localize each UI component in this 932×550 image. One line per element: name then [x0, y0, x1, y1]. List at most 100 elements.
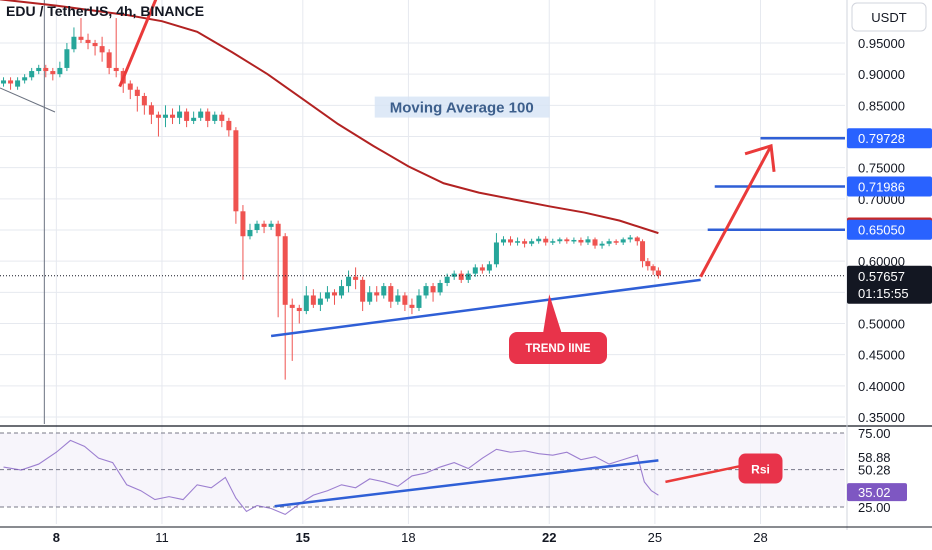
candle-body: [282, 236, 288, 305]
candle-body: [85, 39, 91, 43]
price-pane: Moving Average 100 TREND lINE: [0, 0, 845, 380]
last-price-tag: [847, 265, 932, 304]
projection-arrow-shaft: [699, 145, 773, 278]
candle-body: [324, 292, 330, 299]
candle-body: [409, 304, 415, 308]
candle-body: [50, 71, 56, 75]
candle-body: [550, 241, 556, 243]
time-axis: 8 11 15 18 22 25 28: [53, 530, 768, 545]
candle-body: [395, 295, 401, 302]
candle-body: [444, 276, 450, 283]
support-trend-line: [270, 278, 701, 338]
last-price-label: 0.57657: [858, 269, 905, 284]
candle-body: [43, 67, 49, 72]
candle-body: [268, 223, 274, 227]
chart-grid: [0, 0, 932, 530]
candle-body: [303, 295, 309, 312]
candle-body: [106, 52, 112, 68]
candle-body: [191, 117, 197, 121]
candle-body: [571, 239, 577, 242]
candle-body: [198, 111, 204, 118]
candle-body: [451, 273, 457, 277]
price-tick-label: 0.50000: [858, 317, 905, 332]
candle-body: [529, 241, 535, 244]
candle-body: [29, 71, 35, 78]
candle-body: [522, 241, 528, 244]
candle-body: [57, 67, 63, 75]
candle-body: [402, 295, 408, 305]
rsi-callout-box: [738, 453, 783, 484]
candle-body: [346, 276, 352, 287]
price-tag-label: 0.79728: [858, 131, 905, 146]
candle-body: [416, 295, 422, 308]
candle-body: [645, 261, 651, 267]
candle-body: [170, 114, 176, 118]
candle-body: [226, 120, 232, 131]
candle-body: [22, 77, 28, 81]
candle-body: [212, 114, 218, 121]
currency-button[interactable]: USDT: [851, 2, 927, 32]
candle-body: [381, 286, 387, 296]
price-axis: 0.350000.400000.450000.500000.600000.700…: [847, 36, 932, 515]
candle-body: [493, 242, 499, 265]
time-tick-label: 11: [155, 530, 169, 545]
candle-body: [99, 46, 105, 53]
candle-body: [655, 270, 661, 276]
price-tick-label: 0.60000: [858, 254, 905, 269]
old-trend-line: [0, 87, 56, 113]
candle-body: [557, 239, 563, 242]
price-tick-label: 0.35000: [858, 410, 905, 425]
candle-body: [71, 36, 77, 50]
candle-body: [578, 239, 584, 243]
candle-body: [8, 80, 14, 84]
candle-body: [296, 307, 302, 312]
candle-body: [458, 273, 464, 280]
candle-body: [127, 83, 133, 90]
time-tick-label: 25: [648, 530, 662, 545]
rsi-tick-label: 25.00: [858, 500, 891, 515]
candle-body: [367, 292, 373, 302]
candle-body: [78, 36, 84, 40]
candle-body: [162, 114, 168, 118]
countdown-label: 01:15:55: [858, 286, 909, 301]
candle-body: [486, 264, 492, 271]
price-tick-label: 0.45000: [858, 348, 905, 363]
candle-body: [261, 223, 267, 227]
candle-body: [465, 273, 471, 280]
trend-callout-pointer: [543, 294, 562, 332]
early-arrow: [118, 0, 158, 88]
candle-body: [134, 89, 140, 96]
candle-body: [437, 282, 443, 293]
candle-body: [148, 105, 154, 115]
candle-body: [141, 95, 147, 106]
candle-body: [233, 130, 239, 212]
candle-body: [36, 67, 42, 72]
candle-body: [564, 239, 570, 242]
candle-body: [360, 279, 366, 302]
candle-body: [317, 298, 323, 305]
candle-body: [184, 111, 190, 121]
candle-body: [613, 241, 619, 243]
candle-body: [634, 237, 640, 242]
symbol-title: EDU / TetherUS, 4h, BINANCE: [6, 3, 204, 19]
price-tick-label: 0.95000: [858, 36, 905, 51]
ma-annotation-bg: [374, 96, 550, 118]
candle-body: [219, 114, 225, 121]
trend-callout-box: [509, 332, 607, 364]
candle-body: [310, 295, 316, 305]
candle-body: [543, 238, 549, 243]
price-tag: [847, 219, 932, 240]
candle-body: [508, 239, 514, 243]
candle-body: [15, 80, 21, 87]
price-tick-label: 0.85000: [858, 98, 905, 113]
time-tick-label: 22: [542, 530, 556, 545]
candle-body: [64, 49, 70, 68]
rsi-line: [3, 439, 659, 516]
candle-body: [205, 111, 211, 121]
ma-annotation-label: Moving Average 100: [390, 100, 534, 117]
rsi-tick-label: 75.00: [858, 426, 891, 441]
rsi-value-tag: [847, 483, 907, 502]
candle-body: [113, 67, 119, 72]
candle-body: [423, 286, 429, 296]
